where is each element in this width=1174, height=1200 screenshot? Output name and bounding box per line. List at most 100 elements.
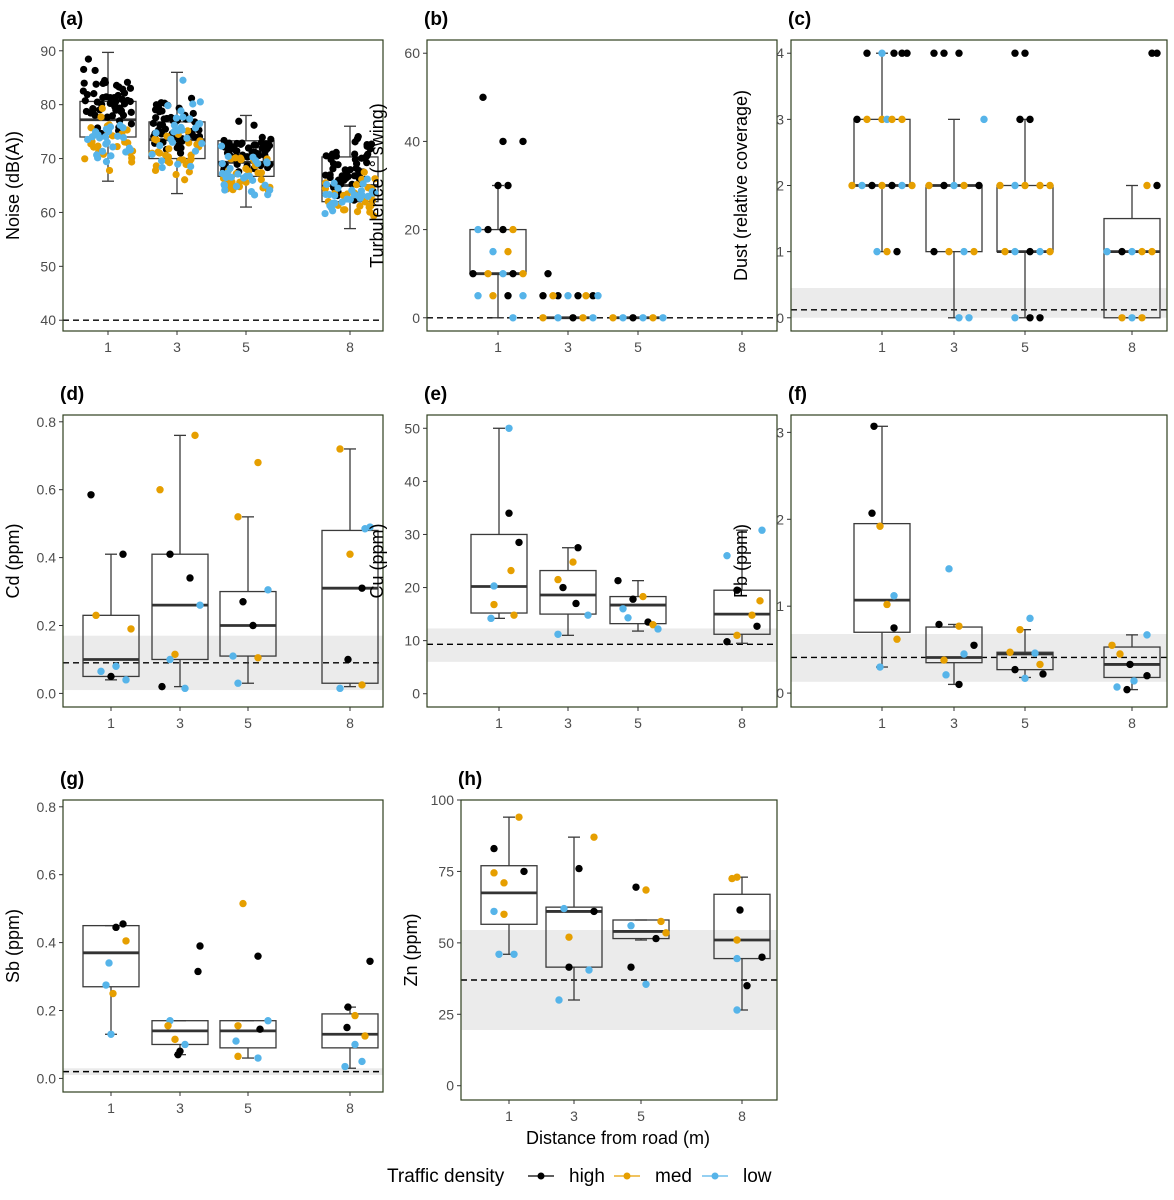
data-point-low	[876, 663, 884, 671]
data-point-high	[736, 906, 744, 914]
data-point-low	[594, 292, 602, 300]
data-point-high	[249, 621, 257, 630]
box-x3	[925, 623, 983, 686]
data-point-low	[942, 671, 950, 679]
box-iqr	[480, 865, 538, 925]
y-tick-label: 1	[776, 244, 784, 260]
data-point-low	[350, 191, 359, 199]
panel-tag: (a)	[60, 9, 83, 30]
data-point-low	[589, 314, 597, 322]
data-point-high	[120, 89, 129, 97]
y-tick-label: 70	[40, 151, 56, 167]
y-tick-label: 0.8	[37, 414, 57, 430]
data-point-low	[505, 424, 513, 432]
legend: Traffic density high med low	[387, 1166, 772, 1187]
data-point-high	[723, 637, 731, 646]
panel-c: (c) 0 1 2 3 4 1 3 5 8 Dust (relative coverage)	[731, 9, 1168, 355]
data-point-high	[505, 509, 513, 517]
box-iqr	[470, 533, 528, 614]
data-point-low	[249, 176, 257, 184]
y-tick-label: 40	[404, 133, 420, 149]
data-point-low	[945, 565, 953, 573]
y-tick-label: 0	[446, 1078, 454, 1094]
data-point-low	[336, 684, 344, 693]
data-point-high	[220, 136, 228, 145]
box-x8	[321, 1006, 379, 1069]
y-tick-label: 60	[40, 204, 56, 220]
y-tick-label: 100	[431, 792, 455, 808]
data-point-low	[224, 152, 232, 161]
data-point-high	[935, 620, 943, 629]
data-point-med	[509, 225, 517, 234]
data-point-high	[235, 117, 243, 125]
data-point-med	[242, 165, 250, 173]
data-point-high	[353, 135, 362, 143]
data-point-med	[1148, 247, 1156, 256]
data-point-high	[256, 1025, 264, 1033]
data-point-med	[105, 166, 114, 175]
data-point-high	[868, 181, 876, 190]
data-point-med	[164, 1022, 172, 1030]
box-iqr	[321, 529, 379, 684]
data-point-med	[657, 917, 665, 926]
data-point-low	[218, 159, 226, 168]
y-tick-label: 0.6	[37, 867, 57, 883]
data-point-med	[960, 181, 968, 190]
data-point-low	[359, 180, 367, 188]
data-point-med	[109, 989, 117, 998]
data-point-high	[632, 883, 640, 891]
data-point-high	[91, 66, 99, 75]
data-point-high	[80, 79, 88, 87]
box-x1	[853, 425, 911, 668]
x-tick-label: 3	[564, 715, 572, 731]
data-point-med	[733, 631, 741, 640]
data-point-high	[126, 97, 134, 106]
data-point-high	[1118, 247, 1126, 256]
data-point-low	[358, 191, 366, 200]
data-point-med	[490, 869, 498, 877]
box-x3	[539, 316, 597, 320]
box-iqr	[612, 919, 670, 940]
data-point-high	[343, 1023, 351, 1032]
data-point-high	[1026, 247, 1034, 256]
data-point-med	[358, 681, 366, 689]
panel-g: (g) 0.0 0.2 0.4 0.6 0.8 1 3 5 8 Sb (ppm)	[3, 769, 384, 1116]
y-tick-label: 0.0	[37, 685, 57, 701]
x-tick-label: 3	[950, 715, 958, 731]
box-iqr	[996, 184, 1054, 253]
data-point-low	[325, 190, 333, 199]
shared-x-axis-label: Distance from road (m)	[526, 1128, 710, 1148]
data-point-high	[329, 165, 337, 173]
box-iqr	[219, 1020, 277, 1049]
data-point-med	[98, 104, 106, 113]
data-point-low	[174, 126, 182, 135]
y-tick-label: 50	[438, 935, 454, 951]
data-point-high	[344, 172, 352, 181]
data-point-med	[955, 622, 963, 630]
data-point-low	[91, 130, 100, 138]
x-tick-label: 8	[738, 715, 746, 731]
data-point-low	[965, 314, 973, 322]
data-point-low	[181, 1040, 189, 1049]
legend-key-dot	[623, 1172, 631, 1180]
panel-frame	[426, 39, 778, 332]
x-tick-label: 5	[1021, 715, 1029, 731]
data-point-high	[520, 867, 528, 876]
y-tick-label: 4	[776, 45, 784, 61]
data-point-med	[733, 936, 741, 944]
data-point-high	[187, 94, 196, 102]
x-tick-label: 3	[176, 1100, 184, 1116]
data-point-high	[112, 106, 120, 114]
data-point-high	[366, 957, 374, 965]
data-point-med	[353, 208, 362, 216]
data-point-high	[166, 550, 174, 558]
data-point-low	[83, 135, 92, 144]
box-iqr	[996, 651, 1054, 671]
box-iqr	[713, 893, 771, 960]
data-point-high	[1026, 314, 1034, 322]
data-point-low	[980, 115, 988, 124]
x-tick-label: 1	[878, 339, 886, 355]
data-point-low	[254, 159, 262, 168]
data-point-high	[244, 144, 253, 152]
data-point-med	[127, 625, 135, 633]
